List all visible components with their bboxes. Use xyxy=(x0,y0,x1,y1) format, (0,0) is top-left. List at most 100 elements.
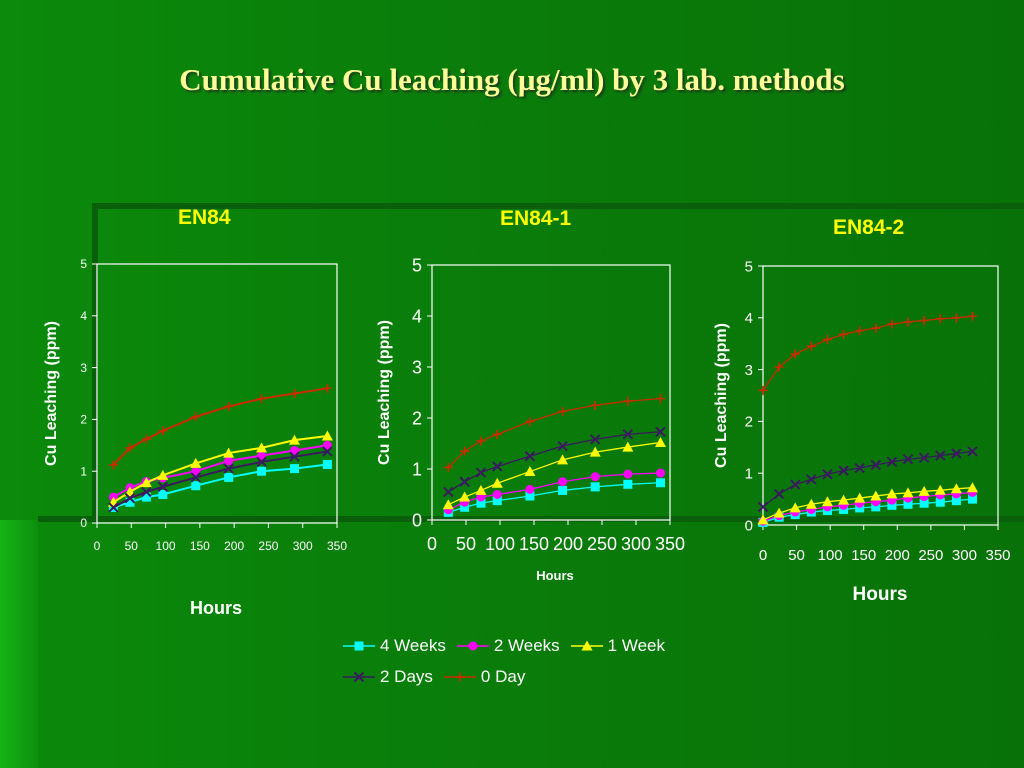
x-tick-label: 100 xyxy=(485,534,515,554)
legend-swatch-1-week xyxy=(570,640,603,650)
data-point-4-weeks xyxy=(460,502,470,512)
x-tick-label: 350 xyxy=(985,547,1010,564)
data-point-2-weeks xyxy=(322,440,332,450)
data-point-4-weeks xyxy=(590,482,600,492)
data-point-2-days xyxy=(124,492,136,504)
data-point-2-days xyxy=(854,462,865,474)
legend-item-2-weeks: 2 Weeks xyxy=(456,636,560,656)
data-point-1-week xyxy=(442,499,454,510)
data-point-0-day xyxy=(822,335,832,345)
data-point-1-week xyxy=(870,490,882,501)
data-point-2-days xyxy=(289,451,300,462)
data-point-4-weeks xyxy=(935,497,945,507)
chart-title-en84-2: EN84-2 xyxy=(833,216,905,239)
data-point-2-days xyxy=(157,481,169,492)
data-point-1-week xyxy=(140,477,152,488)
data-point-0-day xyxy=(655,394,665,404)
data-point-0-day xyxy=(492,429,502,439)
data-point-2-days xyxy=(655,426,666,437)
data-point-2-weeks xyxy=(224,456,234,466)
data-point-4-weeks xyxy=(919,498,929,508)
data-point-0-day xyxy=(839,329,849,339)
data-point-0-day xyxy=(257,394,267,404)
legend-marker xyxy=(354,641,364,650)
data-point-1-week xyxy=(789,502,801,513)
y-tick-label: 5 xyxy=(80,257,87,271)
legend-item-1-week: 1 Week xyxy=(570,636,665,656)
x-tick-label: 200 xyxy=(885,547,910,564)
data-point-1-week xyxy=(966,482,978,493)
series-2-weeks xyxy=(108,440,332,502)
data-point-0-day xyxy=(476,436,486,446)
plot-frame xyxy=(431,264,671,521)
legend-label: 2 Days xyxy=(380,666,433,686)
x-tick-label: 0 xyxy=(94,539,101,553)
legend-swatch-4-weeks xyxy=(343,641,375,650)
series-2-days xyxy=(443,426,666,498)
legend-swatch-2-days xyxy=(343,671,375,682)
data-point-2-days xyxy=(838,465,849,476)
data-point-0-day xyxy=(322,383,332,393)
y-tick-label: 1 xyxy=(745,465,753,482)
x-tick-label: 300 xyxy=(952,547,977,564)
data-point-4-weeks xyxy=(476,498,486,508)
y-tick-label: 5 xyxy=(412,255,422,275)
x-tick-label: 250 xyxy=(918,547,943,564)
data-point-2-days xyxy=(951,448,962,459)
data-point-2-days xyxy=(475,467,487,478)
data-point-2-days xyxy=(967,446,978,457)
data-point-2-days xyxy=(822,469,833,480)
chart-title-en84-1: EN84-1 xyxy=(500,207,572,230)
data-point-1-week xyxy=(557,454,569,465)
series-0-day xyxy=(108,383,332,470)
y-axis-label: Cu Leaching (ppm) xyxy=(713,323,730,468)
data-point-1-week xyxy=(124,486,136,497)
data-point-1-week xyxy=(757,514,769,525)
x-tick-label: 200 xyxy=(553,534,583,554)
data-point-1-week xyxy=(256,442,268,453)
data-point-0-day xyxy=(191,412,201,422)
data-point-0-day xyxy=(951,313,961,323)
x-tick-label: 0 xyxy=(427,534,437,554)
x-tick-label: 250 xyxy=(587,534,617,554)
legend-marker xyxy=(468,641,478,650)
data-point-0-day xyxy=(806,341,816,351)
x-axis-label: Hours xyxy=(190,598,242,618)
data-point-2-weeks xyxy=(525,484,535,494)
y-tick-label: 0 xyxy=(745,517,753,534)
decorative-bar-top xyxy=(95,203,1024,209)
data-point-1-week xyxy=(475,484,487,495)
data-point-4-weeks xyxy=(558,485,568,495)
data-point-2-weeks xyxy=(590,472,600,482)
data-point-1-week xyxy=(886,488,898,499)
series-0-day xyxy=(443,394,665,472)
y-tick-label: 2 xyxy=(412,408,422,428)
series-4-weeks xyxy=(443,478,665,517)
data-point-4-weeks xyxy=(525,491,535,501)
data-point-0-day xyxy=(525,417,535,427)
data-point-4-weeks xyxy=(257,466,267,476)
data-point-4-weeks xyxy=(903,499,913,509)
data-point-2-days xyxy=(589,434,601,445)
decorative-left-strip xyxy=(0,520,38,768)
data-point-4-weeks xyxy=(224,472,234,482)
chart-legend: 4 Weeks 2 Weeks 1 Week 2 Days 0 Day xyxy=(342,630,675,692)
legend-label: 4 Weeks xyxy=(380,635,446,655)
data-point-0-day xyxy=(871,323,881,333)
data-point-2-days xyxy=(773,488,785,500)
data-point-2-days xyxy=(108,502,119,513)
data-point-0-day xyxy=(108,460,118,470)
data-point-0-day xyxy=(224,401,234,411)
data-point-4-weeks xyxy=(492,496,502,506)
x-axis-label: Hours xyxy=(536,568,574,583)
data-point-1-week xyxy=(190,457,202,468)
x-tick-label: 50 xyxy=(788,547,805,564)
data-point-1-week xyxy=(934,484,946,495)
y-tick-label: 5 xyxy=(745,258,753,275)
data-point-1-week xyxy=(918,485,930,496)
y-tick-label: 1 xyxy=(80,464,87,478)
legend-swatch-2-weeks xyxy=(456,641,489,650)
